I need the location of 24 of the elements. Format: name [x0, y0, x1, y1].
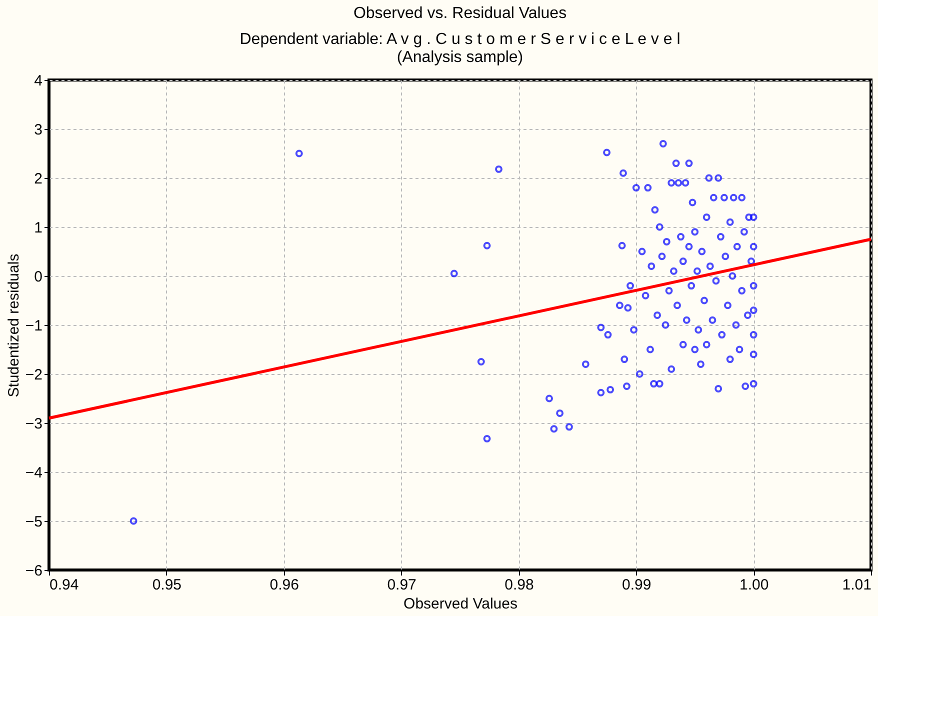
- text: Dependent variable: A v g . C u s t o m e r S e r v i c e L e v e l: [240, 31, 680, 48]
- y-tick-label: 1: [34, 220, 42, 236]
- x-axis-title: Observed Values: [404, 596, 518, 612]
- x-tick-label: 0.97: [387, 576, 416, 594]
- y-tick-label: −6: [25, 562, 42, 580]
- y-tick-label: −5: [25, 514, 42, 530]
- y-tick-label: −4: [25, 464, 42, 482]
- y-tick-label: −2: [25, 366, 42, 384]
- x-tick-label: 0.96: [270, 576, 299, 594]
- y-tick-label: 3: [34, 122, 42, 138]
- text: (Analysis sample): [396, 49, 524, 66]
- x-tick-label: 1.00: [739, 576, 769, 594]
- y-axis-title: Studentized residuals: [5, 254, 22, 398]
- chart-title: Observed vs. Residual Values: [353, 5, 567, 22]
- x-tick-label: 0.95: [152, 576, 182, 594]
- y-tick-label: 2: [34, 170, 42, 188]
- x-tick-label: 1.01: [842, 576, 872, 594]
- y-tick-label: 4: [34, 72, 42, 90]
- x-tick-label: 0.94: [50, 576, 79, 594]
- y-tick-label: −1: [25, 318, 42, 334]
- x-tick-label: 0.98: [504, 576, 534, 594]
- x-tick-label: 0.99: [622, 576, 652, 594]
- y-tick-label: −3: [25, 416, 42, 432]
- y-tick-label: 0: [34, 268, 42, 286]
